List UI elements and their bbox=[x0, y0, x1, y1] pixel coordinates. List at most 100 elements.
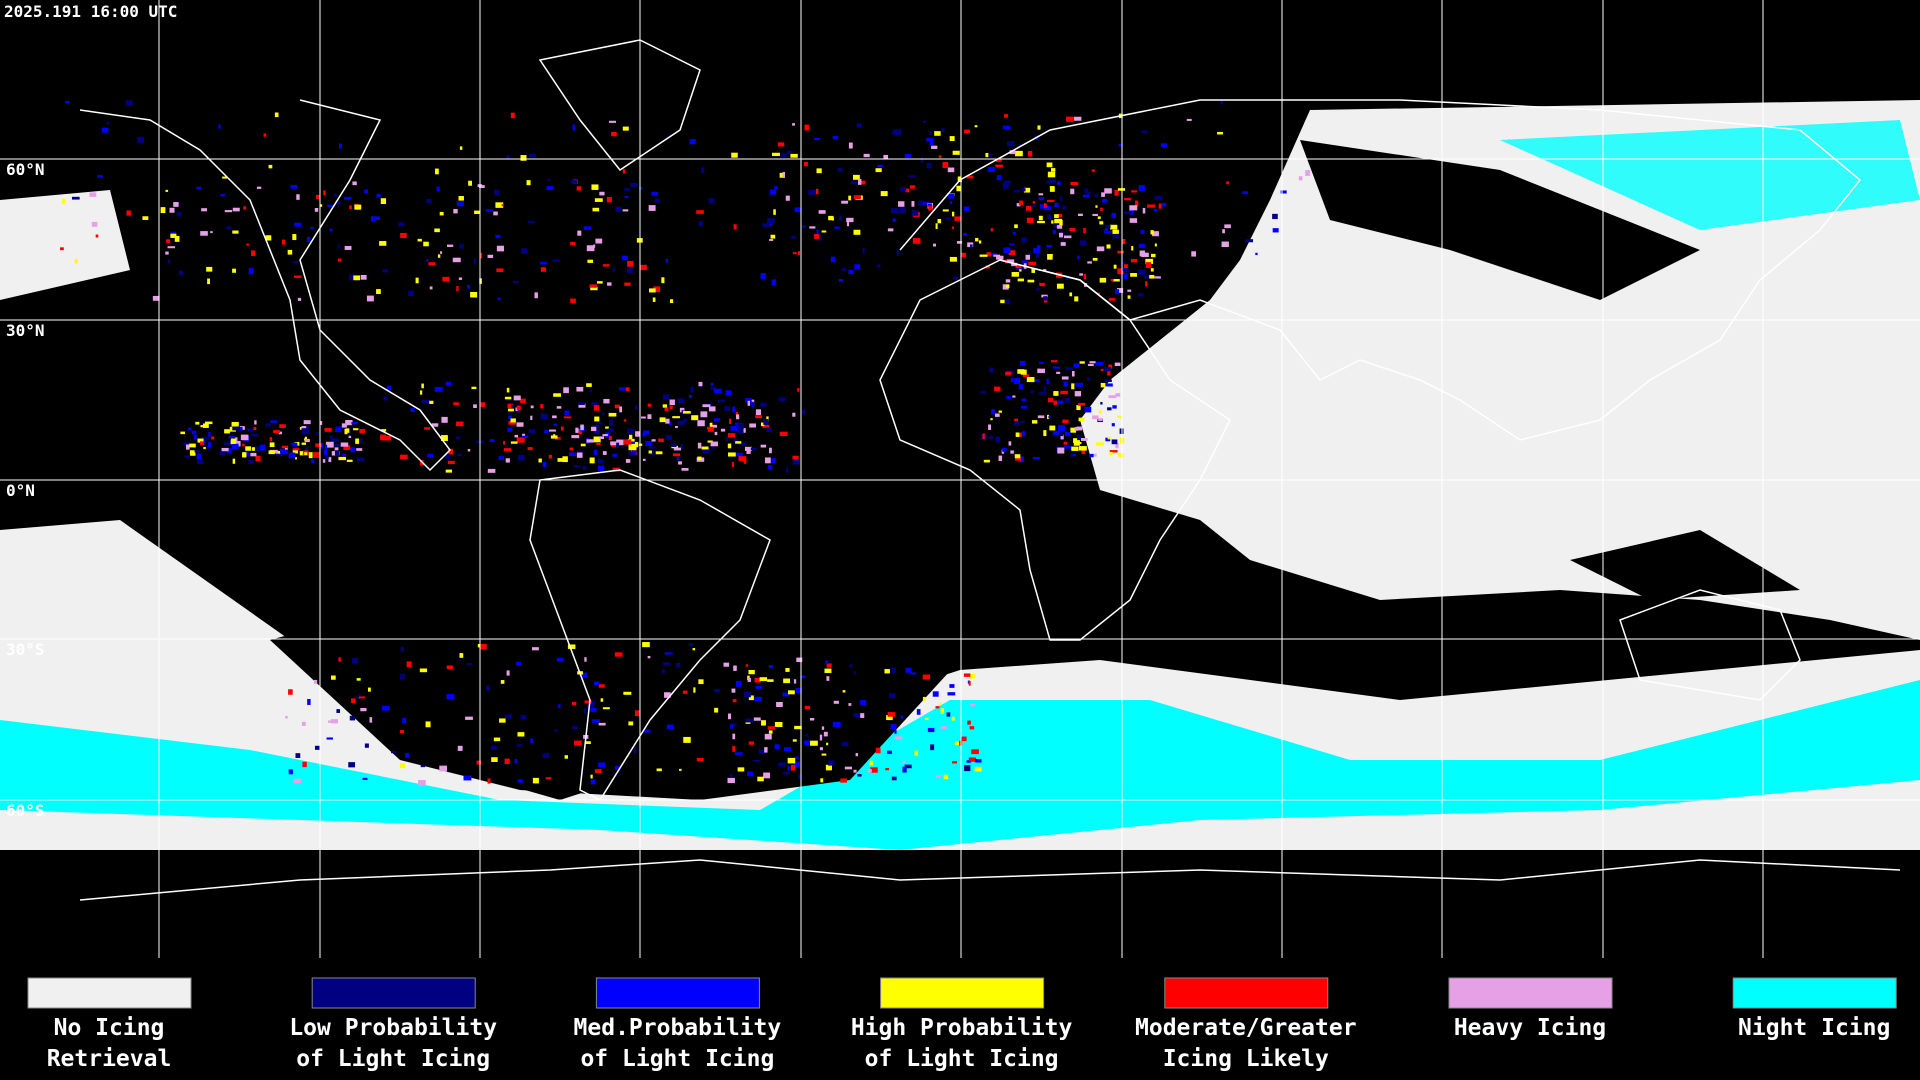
speckle bbox=[1107, 407, 1112, 411]
clear-area bbox=[1570, 530, 1800, 600]
speckle bbox=[998, 410, 1002, 413]
speckle bbox=[467, 284, 471, 289]
speckle bbox=[598, 465, 605, 472]
speckle bbox=[420, 764, 426, 768]
legend-label: Low Probability bbox=[289, 1015, 497, 1041]
speckle bbox=[937, 218, 942, 224]
speckle bbox=[338, 456, 347, 461]
speckle bbox=[1070, 453, 1074, 458]
speckle bbox=[1049, 425, 1056, 431]
speckle bbox=[979, 254, 988, 257]
speckle bbox=[779, 172, 784, 178]
speckle bbox=[725, 437, 728, 442]
speckle bbox=[848, 142, 853, 149]
speckle bbox=[1065, 397, 1071, 403]
speckle bbox=[293, 275, 302, 278]
speckle bbox=[678, 461, 682, 465]
speckle bbox=[794, 207, 802, 213]
speckle bbox=[598, 722, 606, 726]
speckle bbox=[330, 438, 339, 442]
speckle bbox=[770, 189, 777, 195]
speckle bbox=[739, 442, 747, 445]
speckle bbox=[692, 648, 696, 651]
speckle bbox=[1109, 450, 1118, 453]
speckle bbox=[315, 432, 319, 435]
speckle bbox=[1135, 200, 1139, 207]
speckle bbox=[949, 136, 955, 142]
speckle bbox=[760, 444, 767, 448]
speckle bbox=[698, 679, 704, 685]
speckle bbox=[785, 667, 790, 672]
speckle bbox=[1038, 215, 1043, 221]
speckle bbox=[364, 743, 369, 748]
speckle bbox=[199, 441, 204, 445]
speckle bbox=[1095, 205, 1098, 208]
speckle bbox=[610, 443, 617, 447]
speckle bbox=[197, 459, 204, 464]
speckle bbox=[327, 720, 334, 723]
speckle bbox=[527, 220, 535, 223]
speckle bbox=[586, 383, 592, 387]
speckle bbox=[247, 428, 254, 432]
speckle bbox=[1074, 391, 1082, 397]
speckle bbox=[582, 466, 587, 470]
speckle bbox=[754, 677, 761, 683]
speckle bbox=[593, 436, 601, 443]
speckle bbox=[1020, 360, 1026, 366]
speckle bbox=[292, 442, 298, 447]
speckle bbox=[701, 446, 709, 450]
speckle bbox=[766, 416, 769, 422]
speckle bbox=[647, 655, 651, 659]
speckle bbox=[886, 715, 893, 721]
speckle bbox=[774, 186, 778, 190]
speckle bbox=[445, 453, 450, 460]
speckle bbox=[795, 688, 802, 693]
speckle bbox=[729, 418, 732, 424]
speckle bbox=[828, 215, 834, 221]
legend-label: of Light Icing bbox=[580, 1046, 774, 1072]
speckle bbox=[623, 419, 627, 422]
speckle bbox=[61, 198, 66, 204]
speckle bbox=[520, 248, 527, 254]
speckle bbox=[910, 672, 917, 675]
speckle bbox=[563, 416, 572, 419]
speckle bbox=[452, 257, 461, 263]
speckle bbox=[592, 207, 600, 212]
speckle bbox=[572, 726, 578, 730]
speckle bbox=[526, 180, 531, 186]
speckle bbox=[1009, 243, 1015, 246]
speckle bbox=[210, 231, 213, 234]
speckle bbox=[201, 436, 210, 440]
speckle bbox=[624, 282, 631, 286]
speckle bbox=[479, 252, 483, 259]
speckle bbox=[1011, 272, 1020, 277]
speckle bbox=[1030, 390, 1034, 394]
speckle bbox=[996, 255, 1004, 260]
speckle bbox=[814, 137, 821, 141]
speckle bbox=[356, 448, 363, 451]
speckle bbox=[611, 131, 617, 137]
speckle bbox=[839, 215, 843, 222]
speckle bbox=[737, 423, 744, 429]
speckle bbox=[1152, 231, 1159, 237]
speckle bbox=[661, 669, 665, 674]
speckle bbox=[710, 424, 718, 428]
speckle bbox=[195, 421, 200, 425]
speckle bbox=[1139, 250, 1145, 257]
speckle bbox=[1050, 168, 1056, 172]
speckle bbox=[65, 100, 70, 104]
speckle bbox=[1016, 203, 1021, 207]
speckle bbox=[622, 126, 629, 131]
speckle bbox=[256, 186, 262, 189]
speckle bbox=[381, 705, 390, 711]
speckle bbox=[419, 668, 427, 673]
speckle bbox=[605, 426, 609, 429]
latitude-label: 0°N bbox=[6, 481, 35, 500]
speckle bbox=[1022, 374, 1029, 378]
speckle bbox=[628, 721, 634, 726]
speckle bbox=[1145, 281, 1148, 287]
speckle bbox=[335, 200, 341, 205]
speckle bbox=[400, 233, 407, 239]
speckle bbox=[567, 644, 576, 649]
speckle bbox=[1048, 178, 1056, 184]
